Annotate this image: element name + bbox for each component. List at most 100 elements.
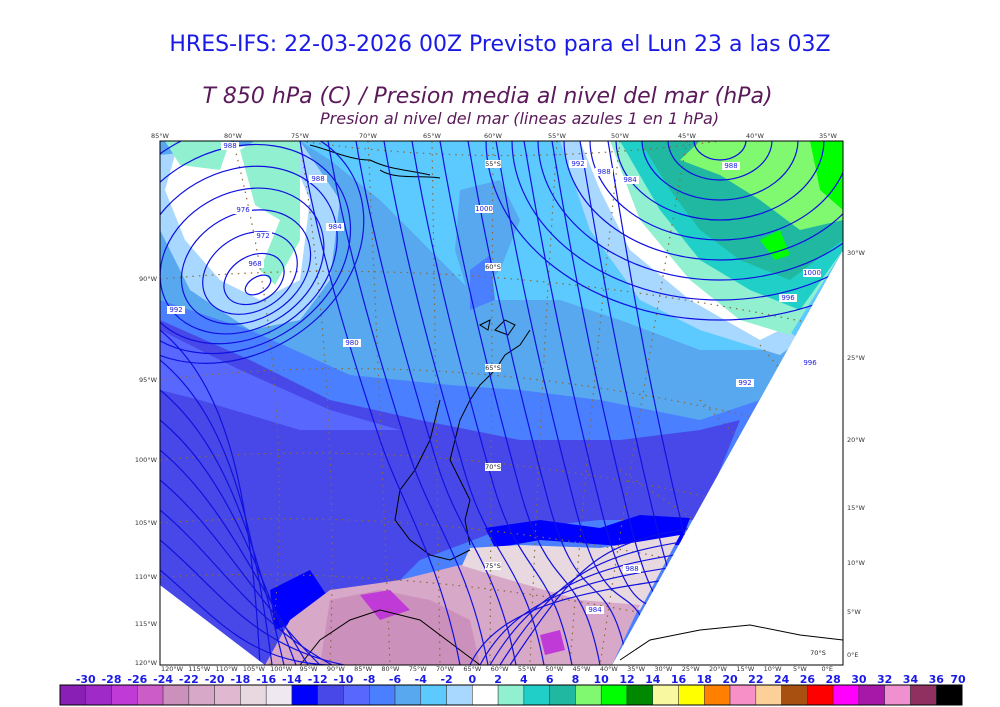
colorbar-swatch xyxy=(291,684,318,706)
colorbar-swatch xyxy=(497,684,525,706)
top-lon-label: 75°W xyxy=(291,132,310,140)
colorbar-swatch xyxy=(420,684,447,706)
isobar-label-bg xyxy=(623,565,641,573)
colorbar-swatch xyxy=(446,684,473,706)
colorbar-label: 26 xyxy=(800,673,816,686)
lat-label: 75°S xyxy=(485,562,501,570)
isobar xyxy=(223,252,285,306)
colorbar-label: 30 xyxy=(851,673,867,686)
colorbar-label: 22 xyxy=(748,673,763,686)
lat-label: 65°S xyxy=(485,364,501,372)
lat-label: 60°S xyxy=(485,263,501,271)
lat-label: 55°S xyxy=(485,160,501,168)
isobar-label: 988 xyxy=(597,168,610,176)
colorbar-swatch xyxy=(85,684,112,706)
colorbar-swatch xyxy=(729,684,757,706)
colorbar-label: 8 xyxy=(572,673,580,686)
left-lon-label: 110°W xyxy=(135,573,158,581)
isobar xyxy=(499,538,701,665)
top-lon-label: 55°W xyxy=(548,132,567,140)
colorbar-label: 0 xyxy=(469,673,477,686)
colorbar-label: 4 xyxy=(520,673,528,686)
colorbar-swatch xyxy=(111,684,138,706)
bottom-lon-label: 35°W xyxy=(627,665,646,673)
isobar xyxy=(485,141,843,321)
colorbar-label: -6 xyxy=(389,673,402,686)
colorbar-label: -30 xyxy=(76,673,96,686)
colorbar-swatch xyxy=(626,684,653,706)
bottom-lon-label: 70°W xyxy=(436,665,455,673)
colorbar-label: -28 xyxy=(102,673,122,686)
top-lon-label: 70°W xyxy=(359,132,378,140)
colorbar-swatch xyxy=(137,684,164,706)
isobar-label-bg xyxy=(475,205,493,213)
isobar xyxy=(589,141,843,241)
isobar-label-bg xyxy=(326,223,344,231)
graticule-line xyxy=(160,367,843,441)
colorbar-label: -26 xyxy=(127,673,147,686)
isobar-label-bg xyxy=(234,206,252,214)
isobar-labels: 988 976 972 968 988 984 980 1000 992 992 988 984 996… xyxy=(167,142,821,614)
colorbar-label: -2 xyxy=(440,673,452,686)
bottom-lon-label: 90°W xyxy=(327,665,346,673)
isobar xyxy=(667,141,773,181)
isobar-label: 984 xyxy=(623,176,637,184)
isobar xyxy=(160,539,345,665)
colorbar-swatch xyxy=(832,684,860,706)
lat-label-bg xyxy=(485,562,501,570)
isobar-label: 992 xyxy=(571,160,584,168)
colorbar-label: -8 xyxy=(363,673,375,686)
bottom-lon-label: 10°W xyxy=(764,665,783,673)
bottom-lon-label: 110°W xyxy=(216,665,239,673)
isobar xyxy=(160,143,352,355)
colorbar-label: 16 xyxy=(671,673,687,686)
bottom-lon-label: 40°W xyxy=(600,665,619,673)
graticule-line xyxy=(431,141,441,665)
isobar-label: 984 xyxy=(328,223,342,231)
colorbar-label: 36 xyxy=(929,673,945,686)
isobar-label: 992 xyxy=(169,306,182,314)
colorbar-swatch xyxy=(755,684,782,706)
graticule-line xyxy=(367,141,391,665)
isobar xyxy=(327,141,489,665)
right-lon-label: 30°W xyxy=(847,249,866,257)
left-lon-label: 90°W xyxy=(139,275,158,283)
bottom-lon-label: 120°W xyxy=(161,665,184,673)
isobar-label: 988 xyxy=(311,175,324,183)
isobar xyxy=(244,274,272,296)
top-lon-label: 85°W xyxy=(151,132,170,140)
isobar xyxy=(160,509,333,665)
colorbar-swatch xyxy=(59,684,87,706)
colorbar-label: 24 xyxy=(774,673,790,686)
colorbar-swatch xyxy=(265,684,293,706)
isobar xyxy=(495,141,657,665)
isobar xyxy=(355,141,517,665)
isobar-label-bg xyxy=(779,294,797,302)
isobar-label-bg xyxy=(221,142,239,150)
top-lon-label: 50°W xyxy=(611,132,630,140)
isobar-label: 988 xyxy=(724,162,737,170)
colorbar-swatch xyxy=(781,684,808,706)
colorbar-swatch xyxy=(394,684,422,706)
bottom-lon-label: 25°W xyxy=(682,665,701,673)
colorbar-label: -12 xyxy=(308,673,328,686)
lat-label-bg xyxy=(485,263,501,271)
isobar xyxy=(511,141,843,301)
isobar xyxy=(693,141,747,161)
colorbar-swatch xyxy=(910,684,937,706)
graticule-line xyxy=(160,270,843,331)
isobar-label-bg xyxy=(167,306,185,314)
left-lon-label: 100°W xyxy=(135,456,158,464)
graticule-line xyxy=(569,141,621,665)
graticule-line xyxy=(699,399,843,541)
colorbar-label: -14 xyxy=(282,673,302,686)
colorbar-swatch xyxy=(575,684,602,706)
bottom-lon-label: 20°W xyxy=(709,665,728,673)
isobar xyxy=(160,419,297,665)
top-lon-label: 40°W xyxy=(746,132,765,140)
isobar-label-bg xyxy=(309,175,327,183)
isobar xyxy=(160,389,285,665)
colorbar-label: -10 xyxy=(334,673,354,686)
graticule-line xyxy=(489,141,494,665)
bottom-lon-label: 115°W xyxy=(188,665,211,673)
